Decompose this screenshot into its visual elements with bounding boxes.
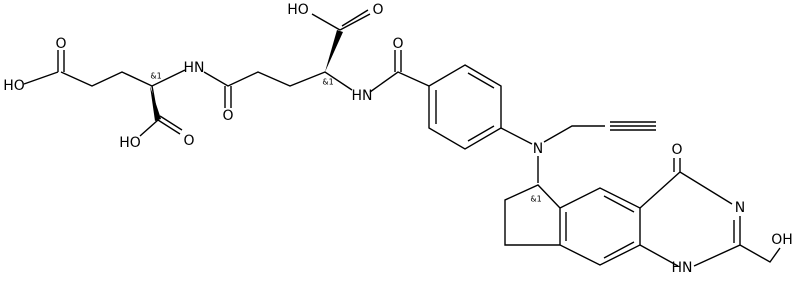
atom-label: O: [372, 2, 383, 18]
wedge: [150, 86, 161, 121]
atom-label: OH: [771, 232, 793, 248]
wedge: [325, 30, 343, 72]
atom-label: N: [533, 141, 543, 157]
atom-label: O: [222, 108, 233, 124]
atom-label: O: [671, 142, 682, 158]
atom-label: O: [392, 36, 403, 52]
atom-label: HO: [119, 135, 141, 151]
atom-label: HO: [287, 2, 309, 18]
atom-label: O: [55, 36, 66, 52]
stereo-label: &1: [150, 72, 161, 81]
atom-label: HN: [352, 88, 373, 104]
stereo-label: &1: [530, 195, 541, 204]
bonds: [23, 9, 781, 267]
atom-label: HN: [672, 260, 693, 276]
atom-label: HO: [3, 78, 25, 94]
stereo-label: &1: [322, 78, 333, 87]
atom-label: N: [735, 200, 745, 216]
atom-label: HN: [184, 60, 205, 76]
atom-label: O: [183, 133, 194, 149]
atom-labels: HO O O O HO HN &1 &1 HN O HO O N O &1 N …: [3, 2, 793, 276]
